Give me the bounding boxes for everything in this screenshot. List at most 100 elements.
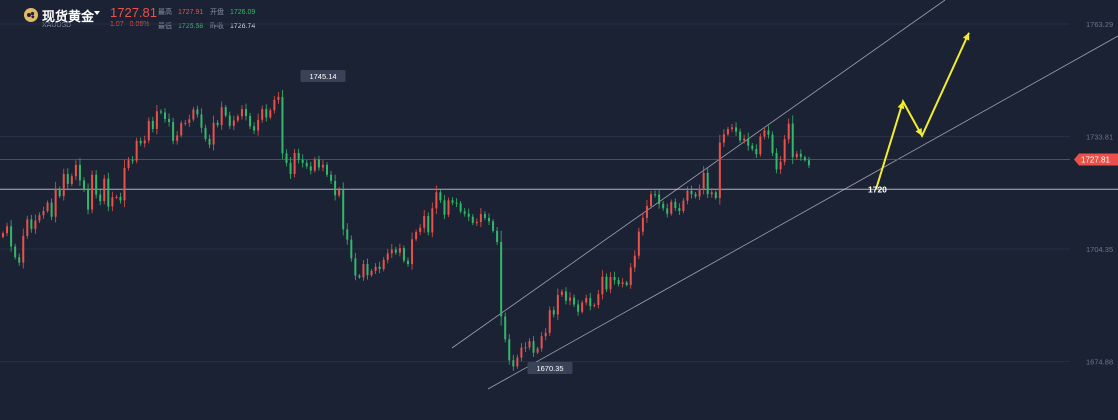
candle-body xyxy=(123,167,126,201)
candle-body xyxy=(415,232,418,240)
candle-body xyxy=(674,201,677,208)
candle-body xyxy=(196,109,199,115)
quote-low: 最低 1725.58 xyxy=(158,21,203,31)
candle-body xyxy=(747,138,750,146)
candle-body xyxy=(62,173,65,197)
quote-low-label: 最低 xyxy=(158,23,172,30)
candle-body xyxy=(609,277,612,290)
low-annotation-bg xyxy=(527,362,573,374)
candle-body xyxy=(103,178,106,202)
candle-body xyxy=(496,230,499,242)
candle-body xyxy=(66,173,69,184)
candle-body xyxy=(58,188,61,197)
candle-body xyxy=(176,135,179,141)
candle-body xyxy=(172,122,175,141)
candle-body xyxy=(402,248,405,261)
candle-body xyxy=(605,276,608,290)
candle-body xyxy=(475,222,478,224)
chevron-down-icon[interactable] xyxy=(94,11,100,15)
candle-body xyxy=(654,194,657,196)
candle-body xyxy=(759,136,762,155)
candle-body xyxy=(564,291,567,301)
candle-body xyxy=(455,202,458,204)
candle-body xyxy=(147,120,150,141)
candle-body xyxy=(127,160,130,168)
candle-body xyxy=(342,189,345,230)
candle-body xyxy=(799,153,802,158)
candle-body xyxy=(285,153,288,163)
candle-body xyxy=(334,180,337,196)
candle-body xyxy=(783,139,786,162)
candle-body xyxy=(666,208,669,214)
candle-body xyxy=(143,140,146,144)
candle-body xyxy=(463,211,466,214)
candle-body xyxy=(637,231,640,256)
candle-body xyxy=(42,211,45,216)
candle-body xyxy=(208,138,211,145)
candle-body xyxy=(767,130,770,135)
quote-prev-close: 昨收 1726.74 xyxy=(210,21,255,31)
candle-body xyxy=(46,202,49,212)
candle-body xyxy=(26,219,29,236)
candle-body xyxy=(678,207,681,212)
candle-body xyxy=(698,188,701,197)
candle-body xyxy=(544,332,547,337)
candle-body xyxy=(257,119,260,131)
candle-body xyxy=(354,258,357,276)
projection-arrowhead xyxy=(897,101,905,110)
candle-body xyxy=(706,172,709,195)
candle-body xyxy=(629,267,632,286)
candle-body xyxy=(755,148,758,155)
candle-body xyxy=(488,217,490,222)
candle-body xyxy=(131,160,134,162)
candle-body xyxy=(427,215,430,233)
candle-body xyxy=(30,219,33,229)
candle-body xyxy=(423,215,426,228)
candle-body xyxy=(159,111,162,113)
candle-body xyxy=(390,249,393,254)
candle-body xyxy=(289,162,292,174)
candle-body xyxy=(556,295,559,315)
candle-body xyxy=(670,201,673,214)
candle-body xyxy=(330,174,333,181)
candle-body xyxy=(232,120,235,126)
candle-body xyxy=(281,96,284,154)
lower-channel-line xyxy=(487,35,1118,390)
candle-body xyxy=(366,264,369,276)
candle-body xyxy=(14,246,17,258)
candle-body xyxy=(524,347,527,349)
candle-body xyxy=(228,115,231,126)
candle-body xyxy=(309,166,312,171)
high-annotation-bg xyxy=(300,70,346,82)
quote-high: 最高 1727.91 xyxy=(158,7,203,17)
candle-body xyxy=(200,114,203,128)
candle-body xyxy=(467,213,470,217)
candle-body xyxy=(731,127,733,129)
candle-body xyxy=(192,109,195,120)
candle-body xyxy=(694,194,697,197)
candle-body xyxy=(297,152,300,160)
upper-channel-line xyxy=(451,0,946,349)
candle-body xyxy=(528,341,531,348)
instrument-title[interactable]: 现货黄金 xyxy=(42,9,95,24)
candle-body xyxy=(111,197,114,207)
quote-open-label: 开盘 xyxy=(210,9,224,16)
candle-body xyxy=(18,257,21,263)
candle-body xyxy=(50,202,53,217)
candle-body xyxy=(419,227,422,233)
candle-body xyxy=(358,275,361,278)
y-tick-label: 1704.35 xyxy=(1086,245,1113,254)
candle-body xyxy=(726,128,729,135)
projection-arrowhead xyxy=(915,127,922,136)
quote-prev-close-label: 昨收 xyxy=(210,23,224,30)
candle-body xyxy=(702,172,705,189)
candle-body xyxy=(293,152,296,174)
candle-body xyxy=(411,239,414,265)
candle-body xyxy=(119,196,122,201)
candle-body xyxy=(204,127,207,139)
quote-high-label: 最高 xyxy=(158,9,172,16)
candle-body xyxy=(321,164,324,168)
candle-body xyxy=(771,134,774,153)
candle-body xyxy=(54,188,57,217)
